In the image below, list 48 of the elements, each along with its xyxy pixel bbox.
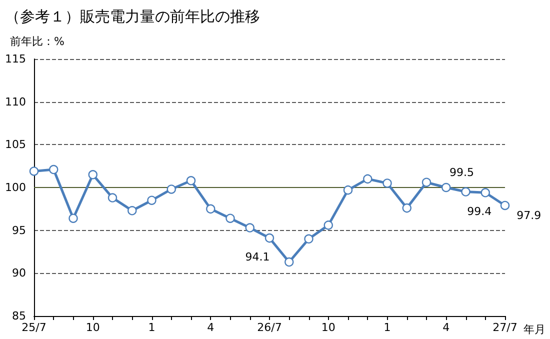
point [500, 200, 510, 210]
point [88, 170, 98, 180]
point [480, 188, 490, 198]
data-label: 94.1 [245, 250, 270, 264]
point [29, 166, 39, 176]
x-tick-label: 10 [86, 321, 100, 334]
data-label: 99.4 [467, 205, 492, 218]
point [461, 187, 470, 196]
y-tick-label: 105 [5, 138, 26, 152]
point [422, 178, 432, 187]
x-tick-label: 1 [148, 321, 156, 334]
chart-title: （参考１）販売電力量の前年比の推移 [5, 8, 260, 26]
point [382, 178, 392, 188]
point [245, 223, 254, 232]
x-tick-label: 27/7 [492, 321, 518, 334]
point [226, 214, 235, 223]
point [343, 185, 353, 195]
point [206, 204, 216, 214]
x-tick-label: 10 [321, 321, 336, 334]
x-tick-label: 1 [384, 321, 391, 334]
point [166, 184, 176, 194]
x-tick-label: 26/7 [257, 321, 282, 334]
x-tick-label: 4 [207, 321, 214, 334]
point [49, 164, 58, 174]
y-tick-label: 90 [12, 266, 26, 280]
x-tick-label: 25/7 [22, 321, 46, 334]
point [304, 234, 314, 244]
point [128, 206, 137, 216]
y-axis-title: 前年比：% [10, 35, 64, 48]
point [186, 176, 196, 186]
point [442, 182, 451, 192]
x-axis-title: 年月 [523, 323, 546, 336]
y-tick-label: 100 [5, 181, 26, 194]
point [108, 193, 118, 202]
data-label: 97.9 [516, 208, 542, 222]
point [68, 214, 78, 223]
y-tick-label: 85 [12, 310, 26, 322]
x-tick-label: 4 [442, 321, 450, 334]
y-tick-label: 95 [12, 224, 26, 237]
data-label: 99.5 [450, 166, 474, 180]
y-tick-label: 110 [5, 95, 26, 108]
point [363, 174, 372, 184]
point [264, 233, 274, 243]
point [147, 196, 156, 205]
point [324, 220, 333, 230]
y-tick-label: 115 [5, 52, 26, 66]
point [402, 203, 412, 213]
point [284, 257, 294, 267]
